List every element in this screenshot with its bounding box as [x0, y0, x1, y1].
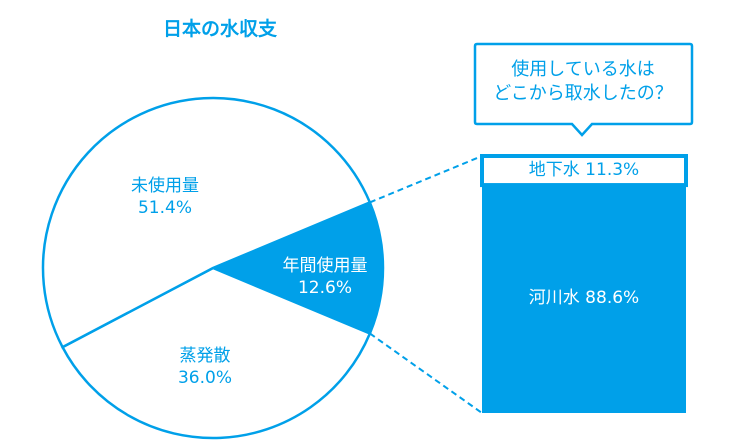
pie-slice-0 [209, 200, 385, 336]
slice-value-unused: 51.4% [137, 198, 192, 218]
connector-bottom [369, 332, 483, 414]
callout-line-2: どこから取水したの？ [493, 83, 673, 104]
slice-value-evapotranspiration: 36.0% [177, 368, 232, 388]
pie-slice-1 [60, 266, 372, 440]
slice-label-unused: 未使用量 51.4% [95, 175, 235, 219]
slice-name-unused: 未使用量 [131, 176, 199, 196]
bar-segment-1 [482, 185, 686, 413]
pie-slice-2 [41, 96, 372, 349]
slice-label-annual-use: 年間使用量 12.6% [255, 255, 395, 299]
connector-top [369, 155, 483, 204]
slice-value-annual-use: 12.6% [297, 278, 352, 298]
chart-title: 日本の水収支 [162, 18, 277, 40]
callout-bubble [473, 42, 694, 137]
slice-name-evapotranspiration: 蒸発散 [179, 346, 231, 366]
bar-label-groundwater: 地下水 11.3% [528, 160, 640, 180]
slice-name-annual-use: 年間使用量 [282, 256, 368, 276]
callout-text: 使用している水は どこから取水したの？ [473, 58, 693, 106]
bar-label-river: 河川水 88.6% [528, 288, 640, 308]
callout-line-1: 使用している水は [511, 59, 655, 80]
slice-label-evapotranspiration: 蒸発散 36.0% [135, 345, 275, 389]
